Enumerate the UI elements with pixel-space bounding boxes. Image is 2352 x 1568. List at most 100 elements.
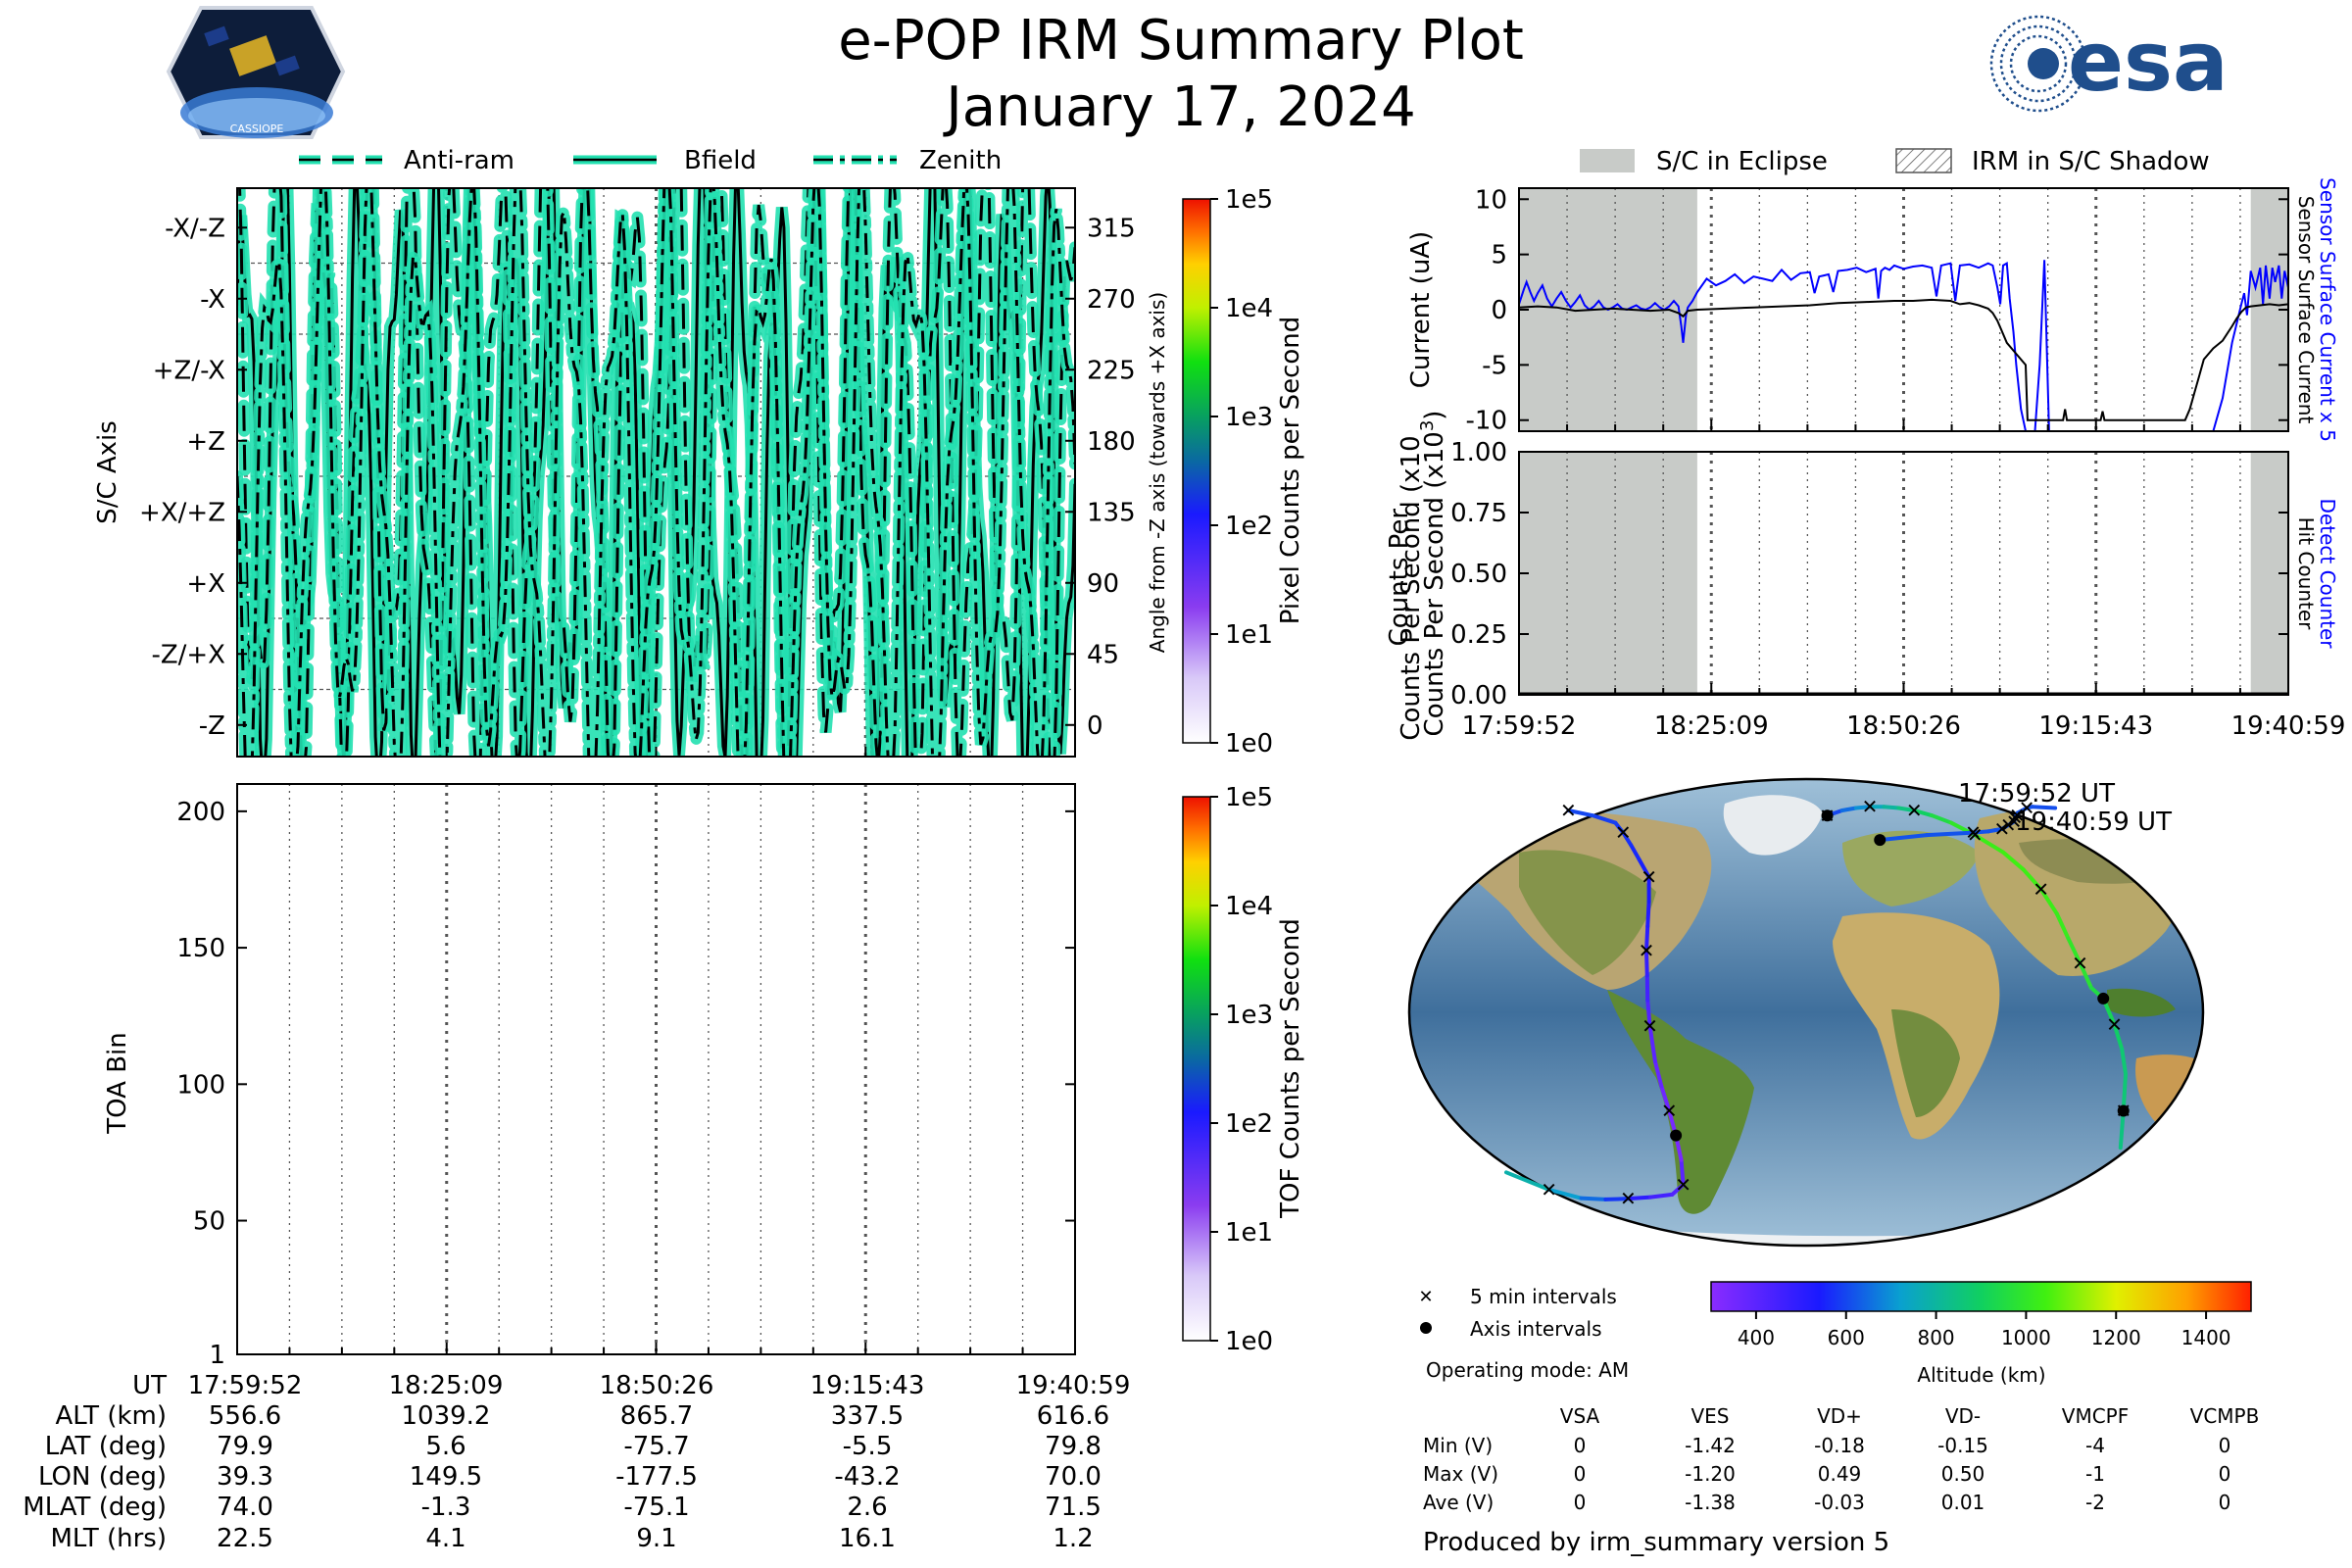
current-ytick-label: 10: [1475, 185, 1507, 215]
track-start-label: 17:59:52 UT: [1958, 779, 2115, 808]
five-min-marker: ✕: [2000, 813, 2017, 837]
counts-ytick-label: 0.00: [1450, 681, 1507, 710]
ground-track-segment: [1670, 1182, 1686, 1197]
ground-track-segment: [2054, 911, 2071, 941]
ephemeris-cell: 149.5: [410, 1462, 482, 1492]
ephemeris-cell: 9.1: [636, 1524, 676, 1553]
ephemeris-cell: 2.6: [847, 1493, 887, 1522]
pixel-colorbar-tick: 1e2: [1225, 512, 1273, 541]
pixel-colorbar-label: Pixel Counts per Second: [1276, 317, 1305, 625]
counts-ytick-label: 0.75: [1450, 499, 1507, 528]
altitude-colorbar-tick: 800: [1917, 1326, 1954, 1349]
ephemeris-row-header: LON (deg): [38, 1462, 167, 1492]
ground-track-segment: [1645, 899, 1651, 929]
ground-track-segment: [1647, 1023, 1657, 1064]
axis-interval-marker: [2117, 1104, 2130, 1117]
legend-eclipse-swatch: [1580, 149, 1635, 172]
orientation-ytick-label: -Z: [199, 711, 225, 741]
page-title: e-POP IRM Summary Plot: [838, 9, 1524, 73]
five-min-marker: ✕: [2072, 952, 2088, 975]
ground-track-segment: [1648, 1192, 1675, 1200]
ground-track-segment: [1613, 820, 1626, 835]
tof-colorbar-tick: 1e0: [1225, 1327, 1273, 1356]
orientation-panel: Anti-ram Bfield Zenith -X/-Z 315 -X 270 +Z/-…: [93, 146, 1305, 759]
five-min-marker: ✕: [1560, 799, 1577, 822]
tof-colorbar-tick: 1e5: [1225, 783, 1273, 812]
five-min-marker: ✕: [1641, 865, 1657, 889]
voltage-cell: -4: [2085, 1434, 2105, 1457]
header: e-POP IRM Summary Plot January 17, 2024: [838, 9, 1524, 139]
ground-track-segment: [2112, 1022, 2125, 1052]
ground-track-segment: [1659, 1084, 1672, 1113]
ground-track-segment: [1644, 924, 1650, 954]
five-min-marker: ✕: [2007, 807, 2024, 830]
ground-track-segment: [1621, 830, 1634, 848]
voltage-cell: -1: [2085, 1462, 2105, 1486]
five-min-marker: ✕: [1675, 1173, 1691, 1197]
ephemeris-row-header: ALT (km): [55, 1401, 167, 1431]
ground-track-segment: [1546, 1187, 1584, 1200]
ephemeris-cell: 337.5: [831, 1401, 904, 1431]
orientation-ytick-label: +X/+Z: [139, 498, 225, 527]
ground-track-segment: [2066, 936, 2082, 965]
ground-track-segment: [1637, 858, 1651, 879]
ephemeris-row-header: UT: [132, 1371, 167, 1400]
ephemeris-cell: 616.6: [1037, 1401, 1109, 1431]
ephemeris-cell: 16.1: [839, 1524, 896, 1553]
five-min-marker: ✕: [1967, 823, 1984, 847]
cassiope-mission-logo: CASSIOPE: [166, 6, 346, 139]
altitude-colorbar: 400 600 800 1000 1200 1400 Altitude (km): [1710, 1281, 2252, 1387]
ephemeris-cell: 1039.2: [402, 1401, 491, 1431]
five-min-marker: ✕: [2106, 1013, 2123, 1037]
legend-bfield: Bfield: [684, 146, 757, 175]
orientation-ylabel: S/C Axis: [93, 420, 122, 524]
voltage-row-label: Ave (V): [1423, 1491, 1494, 1514]
five-min-marker: ✕: [1994, 817, 2011, 841]
esa-logo-text: esa: [2068, 14, 2229, 110]
ground-track-segment: [2078, 960, 2093, 990]
ground-track-segment: [1929, 813, 1953, 825]
orientation-ytick-label: -X/-Z: [165, 214, 225, 243]
counts-right-label-blue: Detect Counter: [2316, 499, 2339, 650]
orientation-ytick-right: 315: [1087, 214, 1136, 243]
tof-colorbar-tick: 1e2: [1225, 1109, 1273, 1139]
legend-shadow-swatch: [1895, 148, 1952, 173]
five-min-marker: ✕: [1661, 1099, 1678, 1122]
voltage-cell: 0.50: [1941, 1462, 1985, 1486]
legend-eclipse: S/C in Eclipse: [1656, 147, 1828, 176]
orientation-ytick-label: +Z: [186, 427, 225, 457]
ephemeris-cell: -75.7: [623, 1432, 689, 1461]
altitude-colorbar-tick: 400: [1738, 1326, 1775, 1349]
counts-ylabel: Counts Per Counts Per Second (x103): [1385, 411, 1449, 737]
orientation-ytick-right: 180: [1087, 427, 1136, 457]
ephemeris-cell: 19:15:43: [810, 1371, 925, 1400]
voltage-cell: 0: [1574, 1462, 1587, 1486]
map-legend: ✕ 5 min intervals Axis intervals Operati…: [1418, 1285, 1629, 1382]
axis-interval-marker: [1821, 809, 1834, 822]
tof-colorbar-tick: 1e3: [1225, 1001, 1273, 1030]
five-min-marker: ✕: [1620, 1187, 1637, 1210]
counts-ytick-label: 0.50: [1450, 560, 1507, 589]
ground-track-segment: [1603, 1197, 1631, 1201]
track-end-label: 19:40:59 UT: [2015, 808, 2172, 837]
pixel-colorbar-tick: 1e5: [1225, 185, 1273, 215]
orientation-ytick-label: -X: [200, 285, 225, 315]
ground-track-segment: [1679, 1157, 1686, 1187]
voltage-cell: -2: [2085, 1491, 2105, 1514]
orientation-ytick-right: 270: [1087, 285, 1136, 315]
voltage-header: VD-: [1945, 1404, 1981, 1428]
axis-interval-marker: [1874, 834, 1886, 847]
voltage-header: VCMPB: [2190, 1404, 2260, 1428]
ground-track-segment: [1566, 808, 1594, 818]
current-ytick-label: -5: [1482, 351, 1507, 380]
counts-ylabel-line1: Counts Per Second (x10: [1396, 435, 1426, 740]
ephemeris-cell: -177.5: [615, 1462, 698, 1492]
axis-interval-marker: [2097, 992, 2110, 1004]
five-min-marker: ✕: [1639, 939, 1655, 962]
voltage-header: VMCPF: [2062, 1404, 2129, 1428]
pixel-colorbar: [1182, 198, 1211, 744]
current-ytick-label: 0: [1491, 296, 1507, 325]
ephemeris-cell: 22.5: [217, 1524, 273, 1553]
